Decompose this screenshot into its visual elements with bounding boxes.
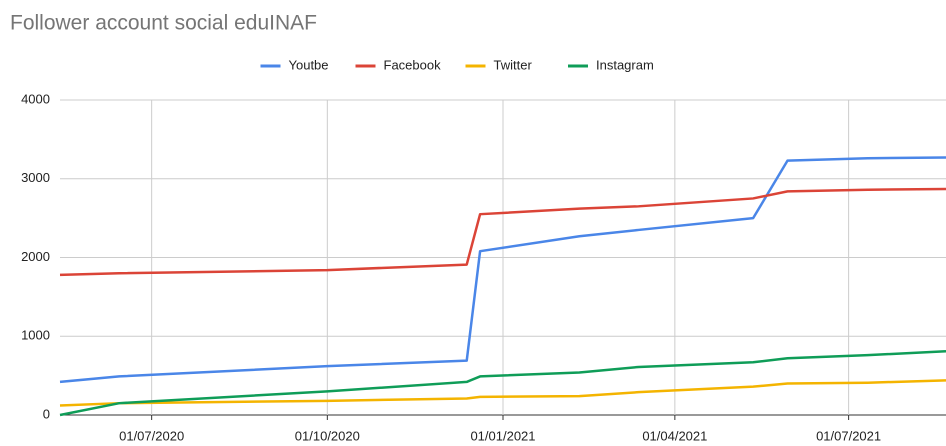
y-tick-label: 1000: [21, 328, 50, 343]
x-tick-label: 01/10/2020: [295, 428, 360, 443]
series-line: [59, 156, 946, 384]
legend-label: Facebook: [384, 57, 442, 72]
legend-label: Twitter: [494, 57, 533, 72]
x-tick-label: 01/01/2021: [470, 428, 535, 443]
x-tick-label: 01/04/2021: [642, 428, 707, 443]
legend-label: Instagram: [596, 57, 654, 72]
x-tick-label: 01/07/2020: [119, 428, 184, 443]
y-tick-label: 3000: [21, 170, 50, 185]
x-tick-label: 01/07/2021: [816, 428, 881, 443]
series-line: [59, 187, 946, 277]
y-tick-label: 0: [43, 406, 50, 421]
series-line: [59, 349, 946, 417]
legend-label: Youtbe: [289, 57, 329, 72]
y-tick-label: 4000: [21, 91, 50, 106]
chart-title: Follower account social eduINAF: [10, 12, 317, 35]
series-line: [59, 379, 946, 407]
y-tick-label: 2000: [21, 249, 50, 264]
